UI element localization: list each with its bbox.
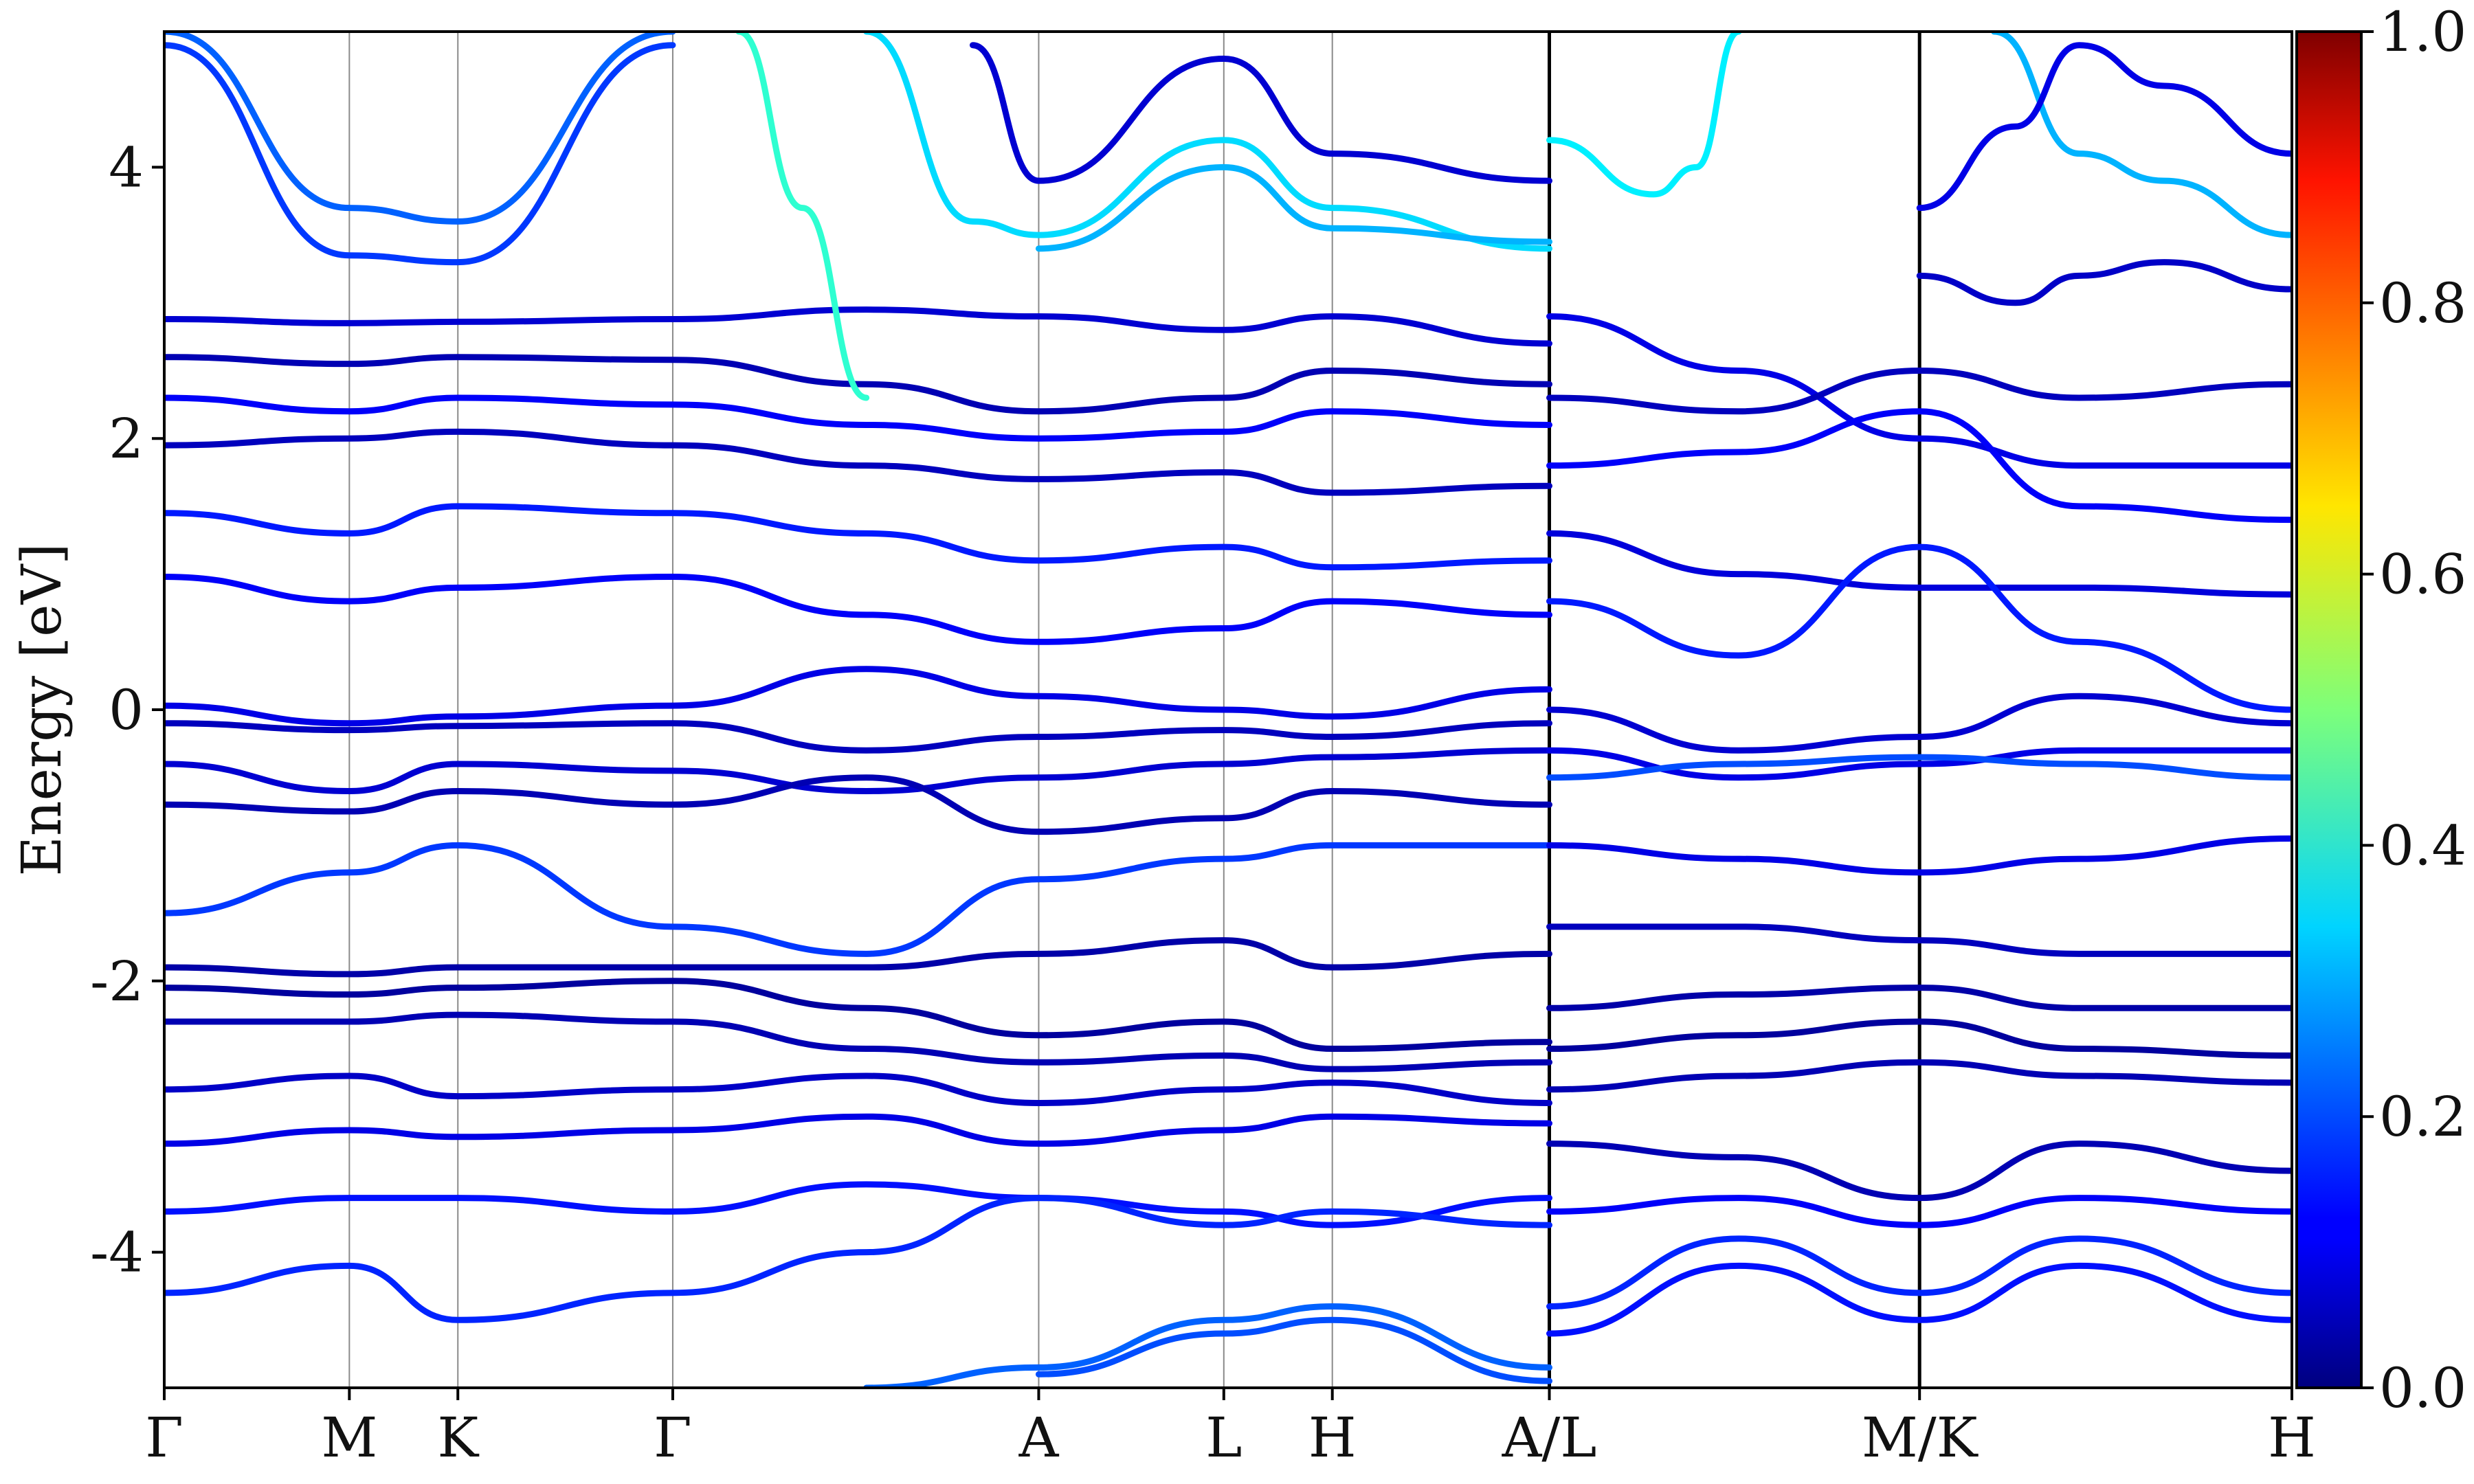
band-line (1546, 923, 2292, 957)
band-line (164, 354, 1552, 415)
band-line (735, 32, 870, 401)
band-line (164, 1181, 1552, 1228)
kpoint-label: H (2268, 1406, 2316, 1470)
band-line (863, 32, 1552, 252)
y-tick-label: -2 (90, 949, 144, 1013)
band-line (164, 1195, 1552, 1323)
y-tick-label: -4 (90, 1221, 144, 1285)
band-line (1991, 32, 2292, 238)
band-line (1035, 164, 1552, 252)
band-line (863, 1303, 1552, 1388)
band-line (164, 306, 1552, 347)
band-line (1546, 693, 2292, 754)
band-line (164, 503, 1552, 571)
band-line (164, 574, 1552, 645)
band-line (1546, 408, 2292, 524)
x-axis-kpoint-labels: Γ M K Γ A L H A/L M/K H (145, 1388, 2316, 1470)
kpoint-label: A/L (1502, 1406, 1597, 1470)
band-line (1546, 530, 2292, 598)
kpoint-label: Γ (654, 1406, 692, 1470)
band-line (1546, 1235, 2292, 1310)
colorbar-tick-label: 0.2 (2379, 1085, 2466, 1149)
band-line (164, 1113, 1552, 1147)
band-line (1546, 835, 2292, 876)
band-line (1546, 313, 2292, 469)
band-line (1546, 1059, 2292, 1093)
band-line (164, 747, 1552, 794)
y-tick-label: 2 (109, 407, 144, 471)
band-line (164, 1072, 1552, 1106)
band-line (164, 32, 676, 225)
band-line (164, 978, 1552, 1052)
y-axis-ticks: -4 -2 0 2 4 (90, 135, 164, 1285)
y-tick-label: 4 (109, 135, 144, 199)
band-line (1546, 1262, 2292, 1337)
y-axis-title: Energy [eV] (10, 543, 74, 877)
band-line (164, 428, 1552, 496)
band-lines (164, 32, 2292, 1388)
band-line (1035, 1316, 1552, 1384)
colorbar-ticks: 0.0 0.2 0.4 0.6 0.8 1.0 (2361, 0, 2466, 1420)
band-line (1546, 1195, 2292, 1228)
colorbar-tick-label: 0.8 (2379, 271, 2466, 335)
y-tick-label: 0 (109, 678, 144, 742)
band-line (1546, 1140, 2292, 1202)
band-line (1546, 543, 2292, 713)
band-line (1916, 42, 2292, 212)
band-line (1546, 32, 1742, 198)
band-line (164, 666, 1552, 727)
kpoint-label: M (321, 1406, 377, 1470)
band-line (1916, 259, 2292, 306)
band-line (1546, 985, 2292, 1011)
kpoint-label: A (1018, 1406, 1060, 1470)
band-line (1546, 1018, 2292, 1059)
band-line (164, 394, 1552, 442)
kpoint-label: L (1205, 1406, 1242, 1470)
band-line (164, 720, 1552, 754)
colorbar-tick-label: 0.4 (2379, 813, 2466, 877)
band-line (164, 1011, 1552, 1072)
kpoint-label: Γ (145, 1406, 183, 1470)
colorbar (2295, 30, 2363, 1389)
kpoint-label: H (1308, 1406, 1357, 1470)
kpoint-label: M/K (1862, 1406, 1979, 1470)
band-line (1546, 368, 2292, 415)
band-line (164, 937, 1552, 978)
kpoint-label: K (437, 1406, 479, 1470)
colorbar-tick-label: 0.6 (2379, 543, 2466, 607)
band-line (164, 842, 1552, 957)
band-line (969, 42, 1552, 184)
colorbar-tick-label: 0.0 (2379, 1356, 2466, 1420)
band-line (1546, 754, 2292, 781)
band-line (164, 42, 676, 266)
band-line (164, 774, 1552, 835)
colorbar-tick-label: 1.0 (2379, 0, 2466, 64)
